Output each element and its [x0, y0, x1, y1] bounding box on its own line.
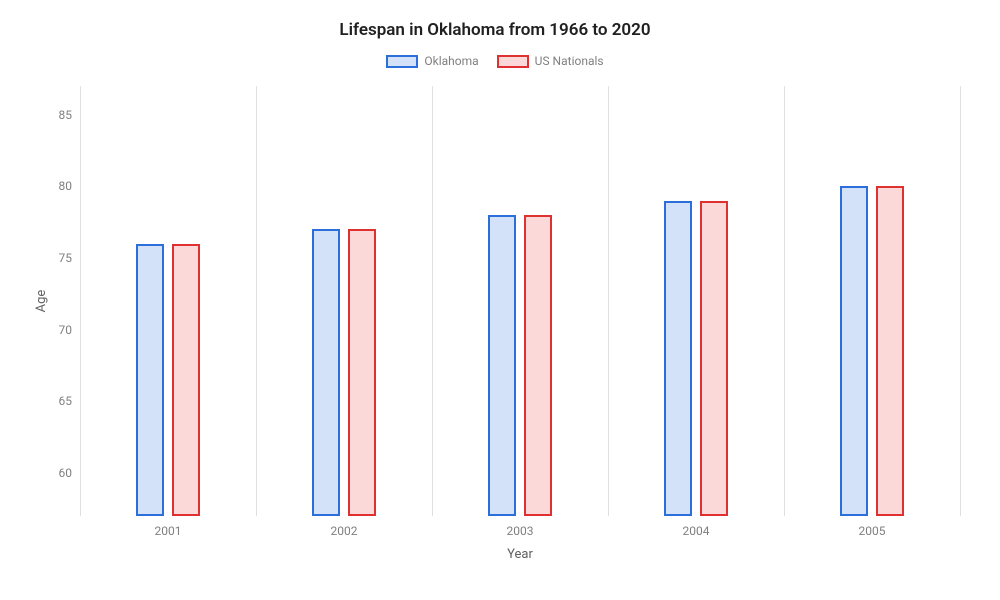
legend-label-us-nationals: US Nationals — [535, 54, 604, 68]
gridline-vertical — [80, 86, 81, 516]
bar-us-nationals — [524, 215, 552, 516]
x-tick-label: 2004 — [683, 524, 710, 538]
gridline-vertical — [784, 86, 785, 516]
legend-item-oklahoma: Oklahoma — [386, 54, 478, 68]
y-axis-label: Age — [34, 290, 49, 313]
x-tick-label: 2001 — [155, 524, 182, 538]
bar-us-nationals — [172, 244, 200, 516]
y-tick-label: 70 — [42, 323, 72, 337]
y-tick-label: 80 — [42, 179, 72, 193]
bar-oklahoma — [840, 186, 868, 516]
legend-item-us-nationals: US Nationals — [497, 54, 604, 68]
bar-oklahoma — [136, 244, 164, 516]
y-tick-label: 60 — [42, 466, 72, 480]
x-axis-label: Year — [507, 547, 533, 562]
y-tick-label: 85 — [42, 108, 72, 122]
bar-oklahoma — [488, 215, 516, 516]
bar-us-nationals — [700, 201, 728, 516]
gridline-vertical — [256, 86, 257, 516]
bar-us-nationals — [876, 186, 904, 516]
gridline-vertical — [960, 86, 961, 516]
legend-swatch-us-nationals — [497, 55, 529, 68]
chart-title: Lifespan in Oklahoma from 1966 to 2020 — [20, 20, 970, 40]
chart-container: Lifespan in Oklahoma from 1966 to 2020 O… — [0, 0, 1000, 600]
plot-area: Age Year 6065707580852001200220032004200… — [80, 86, 960, 516]
gridline-vertical — [608, 86, 609, 516]
bar-us-nationals — [348, 229, 376, 516]
x-tick-label: 2002 — [331, 524, 358, 538]
x-tick-label: 2003 — [507, 524, 534, 538]
gridline-vertical — [432, 86, 433, 516]
bar-oklahoma — [664, 201, 692, 516]
y-tick-label: 65 — [42, 394, 72, 408]
legend-swatch-oklahoma — [386, 55, 418, 68]
bar-oklahoma — [312, 229, 340, 516]
y-tick-label: 75 — [42, 251, 72, 265]
legend: Oklahoma US Nationals — [20, 54, 970, 68]
x-tick-label: 2005 — [859, 524, 886, 538]
legend-label-oklahoma: Oklahoma — [424, 54, 478, 68]
